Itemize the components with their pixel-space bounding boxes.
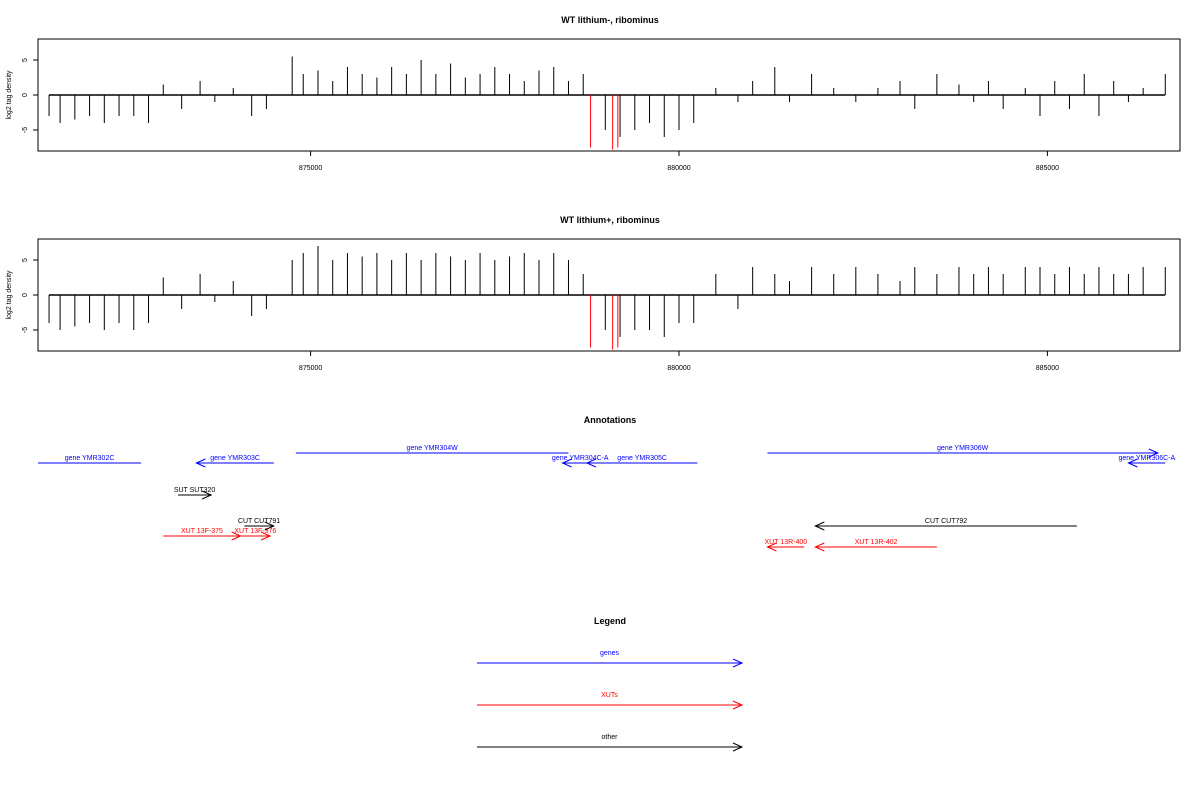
feature-arrowhead bbox=[195, 458, 206, 468]
annotations-title: Annotations bbox=[584, 415, 637, 425]
x-tick-label: 875000 bbox=[299, 365, 322, 372]
feature-arrowhead bbox=[1148, 448, 1160, 458]
y-tick-label: 0 bbox=[22, 293, 29, 297]
feature-label: gene YMR302C bbox=[65, 455, 115, 462]
feature-label: gene YMR306C-A bbox=[1119, 455, 1176, 462]
y-axis-label: log2 tag density bbox=[6, 270, 13, 320]
annotation-panel: Annotations gene YMR302C gene YMR303Cgene… bbox=[38, 415, 1176, 552]
annotation-features: gene YMR302C gene YMR303C gene YMR304W gene… bbox=[38, 445, 1176, 552]
y-tick-label: 5 bbox=[22, 258, 29, 262]
feature-arrowhead bbox=[585, 458, 597, 468]
feature-arrowhead bbox=[1127, 458, 1138, 468]
feature-arrowhead bbox=[260, 531, 272, 541]
feature-label: XUT 13R-402 bbox=[855, 539, 898, 546]
legend-panel: Legend genes XUTs other bbox=[477, 616, 744, 752]
legend-label: XUTs bbox=[601, 692, 618, 699]
x-tick-label: 880000 bbox=[667, 365, 690, 372]
legend-arrowhead bbox=[732, 742, 744, 752]
feature-label: CUT CUT791 bbox=[238, 518, 280, 525]
feature-arrowhead bbox=[766, 542, 777, 552]
legend-items: genes XUTs other bbox=[477, 650, 744, 752]
x-tick-label: 875000 bbox=[299, 165, 322, 172]
feature-arrowhead bbox=[814, 521, 825, 531]
feature-arrowhead bbox=[561, 458, 572, 468]
feature-label: gene YMR303C bbox=[210, 455, 260, 462]
feature-label: gene YMR306W bbox=[937, 445, 989, 452]
y-tick-label: 5 bbox=[22, 58, 29, 62]
feature-label: SUT SUT320 bbox=[174, 487, 216, 494]
legend-title: Legend bbox=[594, 616, 626, 626]
x-tick-label: 880000 bbox=[667, 165, 690, 172]
feature-label: gene YMR305C bbox=[617, 455, 667, 462]
chart-title: WT lithium-, ribominus bbox=[561, 15, 659, 25]
x-tick-label: 885000 bbox=[1036, 165, 1059, 172]
y-tick-label: 0 bbox=[22, 93, 29, 97]
feature-label: CUT CUT792 bbox=[925, 518, 967, 525]
feature-label: XUT 13F-375 bbox=[181, 528, 223, 535]
y-tick-label: -5 bbox=[22, 127, 29, 133]
feature-label: XUT 13F-376 bbox=[234, 528, 276, 535]
chart-title: WT lithium+, ribominus bbox=[560, 215, 660, 225]
feature-label: gene YMR304W bbox=[407, 445, 459, 452]
legend-arrowhead bbox=[732, 700, 744, 710]
legend-arrowhead bbox=[732, 658, 744, 668]
feature-arrowhead bbox=[814, 542, 825, 552]
y-axis-label: log2 tag density bbox=[6, 70, 13, 120]
track-panel-lithium-plus: WT lithium+, ribominus log2 tag density 5 0… bbox=[6, 215, 1181, 372]
feature-arrowhead bbox=[201, 490, 213, 500]
feature-label: XUT 13R-400 bbox=[764, 539, 807, 546]
x-tick-label: 885000 bbox=[1036, 365, 1059, 372]
track-panel-lithium-minus: WT lithium-, ribominus log2 tag density 5 0… bbox=[6, 15, 1181, 172]
legend-label: genes bbox=[600, 650, 620, 657]
feature-label: gene YMR304C-A bbox=[552, 455, 609, 462]
legend-label: other bbox=[602, 734, 619, 741]
y-tick-label: -5 bbox=[22, 327, 29, 333]
feature-arrowhead bbox=[264, 521, 275, 531]
